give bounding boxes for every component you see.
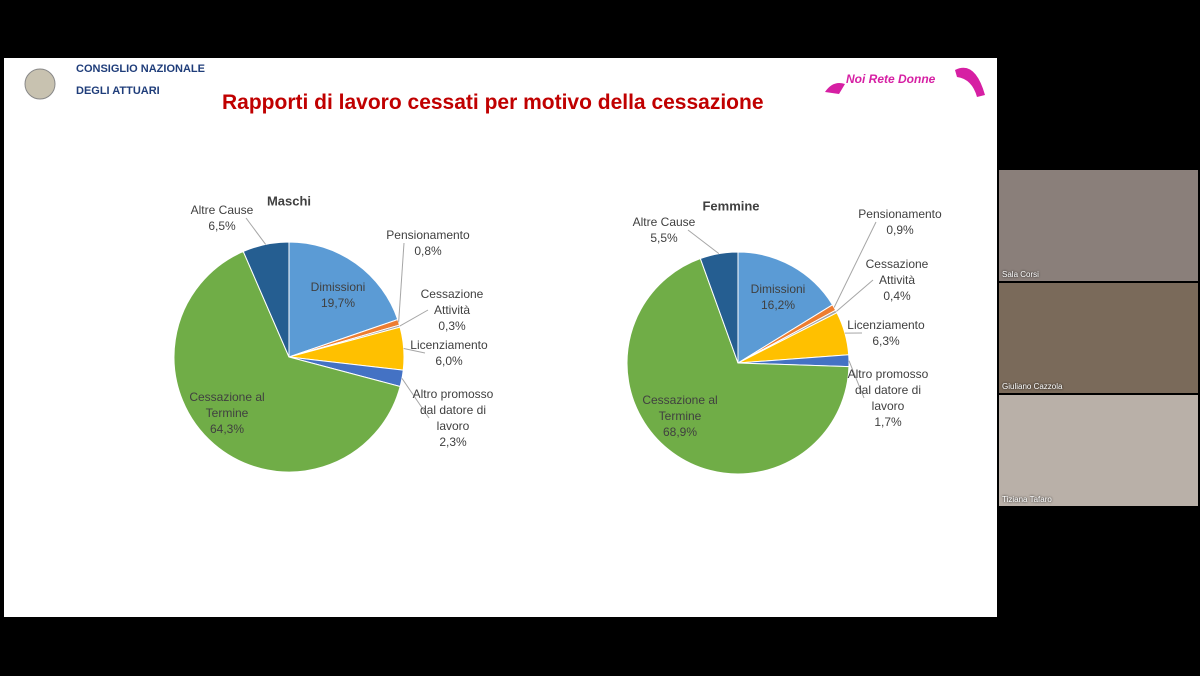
category-label: Altre Cause (190, 203, 254, 217)
leader-line (398, 242, 405, 323)
category-label: Altre Cause (632, 215, 696, 229)
data-label: Licenziamento 6,3% (838, 317, 934, 349)
data-label: Altro promosso dal datore di lavoro 2,3% (405, 386, 501, 450)
value-label: 68,9% (662, 425, 698, 439)
value-label: 5,5% (650, 231, 678, 245)
value-label: 6,5% (208, 219, 236, 233)
pie-slice (737, 251, 834, 364)
pie-slice (699, 251, 739, 364)
data-label: Cessazione al Termine 68,9% (632, 392, 728, 440)
video-tile (999, 283, 1198, 393)
category-label: Altro promosso dal datore di lavoro (847, 367, 929, 413)
leader-line (835, 279, 874, 312)
leader-line (687, 229, 720, 255)
org-name: DEGLI ATTUARI (76, 85, 160, 97)
category-label: Dimissioni (310, 280, 366, 294)
leader-line (848, 360, 865, 399)
pie-slice (626, 257, 850, 475)
category-label: Dimissioni (750, 282, 806, 296)
category-label: Altro promosso dal datore di lavoro (412, 387, 494, 433)
logo-shape (825, 67, 985, 97)
data-label: Altre Cause 6,5% (174, 202, 270, 234)
emblem (24, 68, 56, 100)
slide-title: Rapporti di lavoro cessati per motivo de… (222, 91, 764, 114)
logo-text: Noi Rete Donne (846, 72, 936, 86)
pie-slice (288, 241, 399, 358)
leader-line (401, 378, 430, 419)
category-label: Cessazione al Termine (189, 390, 265, 420)
category-label: Pensionamento (386, 228, 470, 242)
chart-title: Femmine (702, 198, 760, 214)
value-label: 0,9% (886, 223, 914, 237)
leader-line (245, 217, 267, 245)
data-label: Cessazione Attività 0,3% (404, 286, 500, 334)
participant-name: Sala Corsi (1002, 270, 1039, 279)
value-label: 16,2% (760, 298, 796, 312)
value-label: 1,7% (874, 415, 902, 429)
leader-line (833, 221, 877, 308)
value-label: 6,0% (435, 354, 463, 368)
participant-name: Giuliano Cazzola (1002, 382, 1063, 391)
data-label: Cessazione al Termine 64,3% (179, 389, 275, 437)
pie-slice (173, 250, 401, 473)
video-tile (999, 170, 1198, 281)
data-label: Dimissioni 19,7% (290, 279, 386, 311)
data-label: Pensionamento 0,9% (852, 206, 948, 238)
chart-title: Maschi (266, 193, 312, 209)
category-label: Cessazione Attività (865, 257, 929, 287)
category-label: Cessazione al Termine (642, 393, 718, 423)
pie-slice (242, 241, 290, 358)
value-label: 0,4% (883, 289, 911, 303)
video-tile (999, 395, 1198, 506)
data-label: Altro promosso dal datore di lavoro 1,7% (840, 366, 936, 430)
data-label: Cessazione Attività 0,4% (849, 256, 945, 304)
data-label: Pensionamento 0,8% (380, 227, 476, 259)
category-label: Licenziamento (847, 318, 925, 332)
value-label: 0,8% (414, 244, 442, 258)
category-label: Licenziamento (410, 338, 488, 352)
value-label: 19,7% (320, 296, 356, 310)
value-label: 6,3% (872, 334, 900, 348)
category-label: Pensionamento (858, 207, 942, 221)
value-label: 0,3% (438, 319, 466, 333)
leader-line (403, 348, 426, 354)
data-label: Dimissioni 16,2% (730, 281, 826, 313)
category-label: Cessazione Attività (420, 287, 484, 317)
value-label: 2,3% (439, 435, 467, 449)
value-label: 64,3% (209, 422, 245, 436)
data-label: Licenziamento 6,0% (401, 337, 497, 369)
participant-name: Tiziana Tafaro (1002, 495, 1052, 504)
leader-line (399, 309, 429, 327)
org-name: CONSIGLIO NAZIONALE (76, 63, 205, 75)
data-label: Altre Cause 5,5% (616, 214, 712, 246)
